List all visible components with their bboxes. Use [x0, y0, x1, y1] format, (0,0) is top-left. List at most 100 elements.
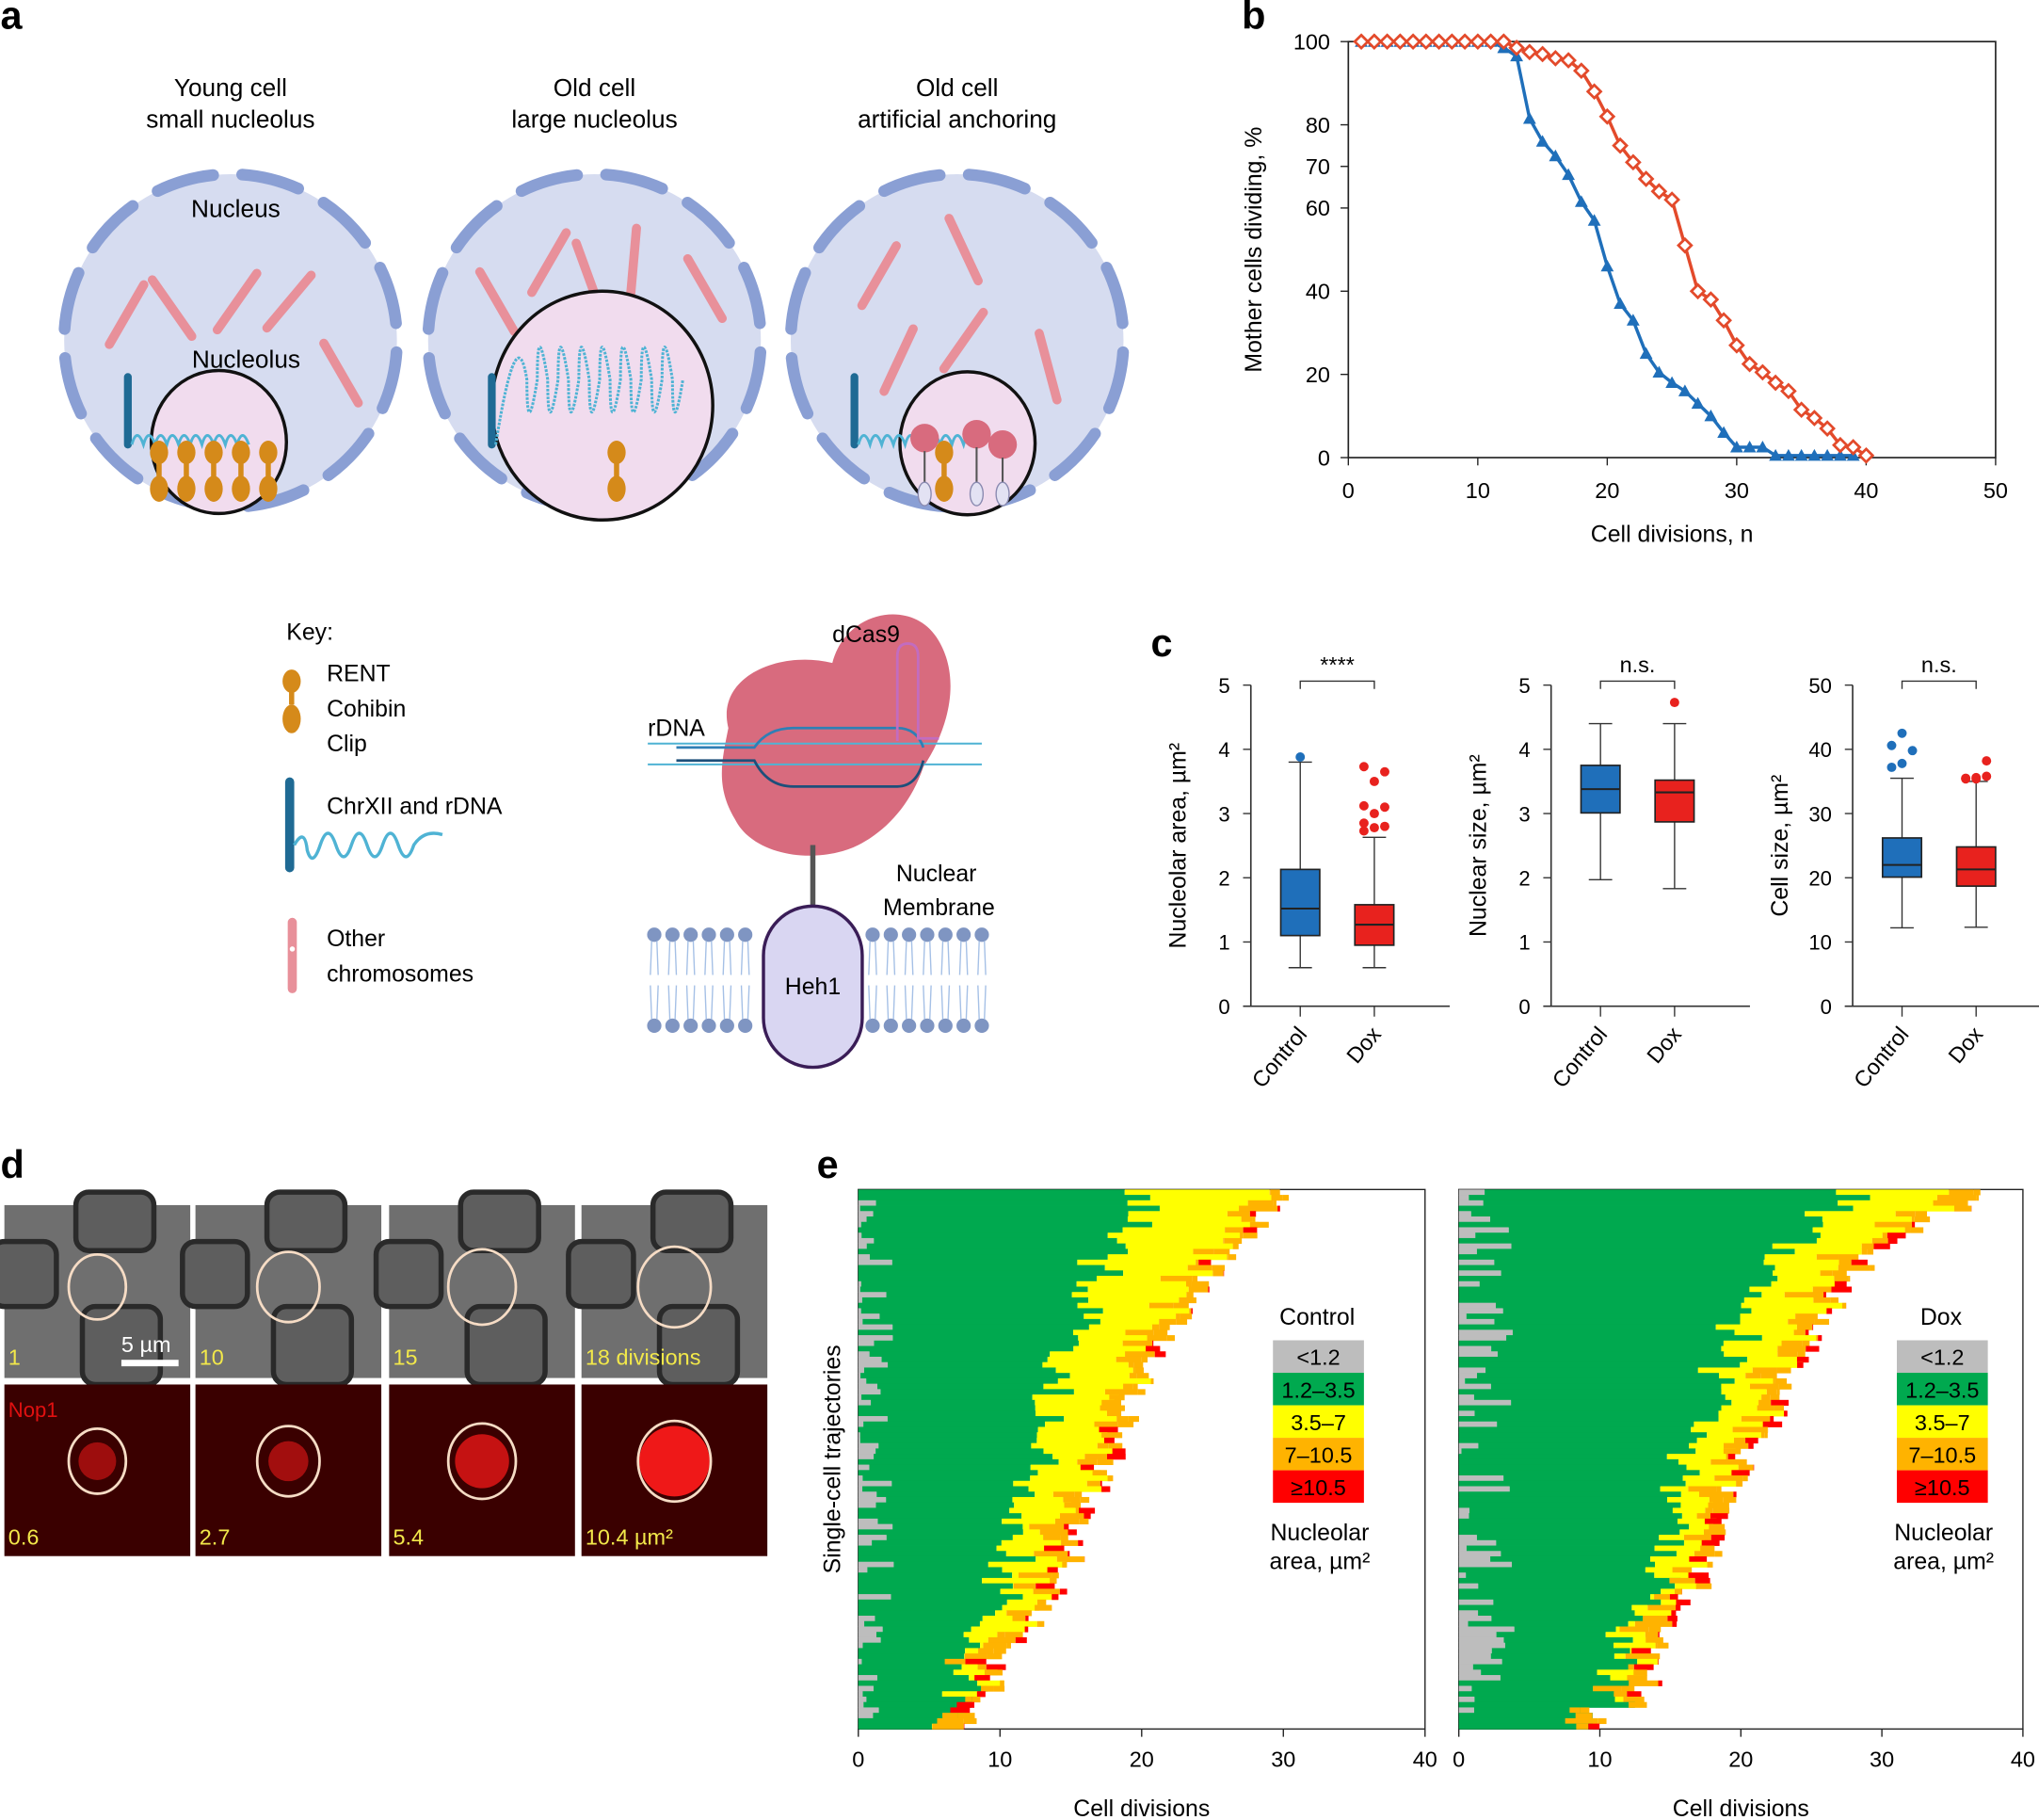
y-tick-label: 100	[1293, 29, 1330, 54]
cell-2-title-line2: large nucleolus	[511, 105, 677, 133]
plot-frame	[1347, 40, 1997, 459]
y-tick-label: 10	[1808, 931, 1832, 955]
trajectory-row	[1458, 1626, 1662, 1633]
envelope-segment	[738, 262, 766, 330]
heh1-protein	[762, 904, 864, 1070]
panel-a-schematic	[58, 169, 1130, 523]
outlier-point	[1897, 758, 1907, 768]
outlier-point	[1380, 766, 1389, 777]
y-tick-label: 3	[1518, 802, 1530, 826]
trajectory-row	[1458, 1216, 1931, 1223]
key-item-other-line2: chromosomes	[327, 961, 474, 987]
envelope-segment	[962, 169, 1031, 195]
trajectory-row	[858, 1335, 1175, 1342]
trajectory-row	[1458, 1297, 1838, 1304]
data-point	[1665, 376, 1679, 389]
legend-label: 7–10.5	[1908, 1442, 1976, 1467]
trajectory-row	[858, 1195, 1290, 1201]
outlier-point	[1897, 728, 1907, 738]
microscopy-panel: 1 0.6 10 2.7 15 5.4 18 divisions 10.4 µm² 5 µm No…	[0, 1189, 768, 1556]
trajectory-row	[858, 1561, 1068, 1568]
y-tick-label: 4	[1518, 738, 1530, 762]
panel-label-c: c	[1150, 621, 1172, 665]
trajectory-row	[858, 1248, 1230, 1255]
dcas9-blob	[987, 430, 1018, 459]
envelope-segment	[600, 169, 668, 195]
trajectory-row	[1458, 1555, 1708, 1563]
category-label: Control	[1548, 1023, 1613, 1093]
rent-tether	[150, 441, 169, 464]
trajectory-row	[1458, 1545, 1715, 1552]
rdna-label: rDNA	[648, 716, 705, 741]
data-point	[1574, 195, 1588, 207]
data-point	[1833, 448, 1847, 461]
trajectory-row	[858, 1254, 1237, 1261]
data-point	[1819, 420, 1836, 437]
outlier-point	[1369, 823, 1379, 833]
y-tick-label: 20	[1306, 362, 1330, 387]
trajectory-row	[1458, 1221, 1916, 1228]
x-axis-label: Cell divisions	[1673, 1796, 1809, 1820]
trajectory-row	[858, 1313, 1193, 1320]
legend-label: 1.2–3.5	[1905, 1377, 1979, 1402]
chromosome	[104, 280, 149, 349]
trajectory-row	[1458, 1416, 1774, 1423]
trajectory-row	[858, 1394, 1125, 1401]
data-point	[1456, 33, 1473, 51]
y-axis-label: Nucleolar area, µm²	[1166, 743, 1192, 949]
x-tick-label: 40	[1854, 478, 1878, 503]
y-tick-label: 0	[1518, 995, 1530, 1019]
data-point	[1857, 446, 1875, 464]
trajectory-row	[858, 1664, 1006, 1670]
division-count-label: 18 divisions	[586, 1345, 701, 1370]
nucleolar-area-label: 5.4	[393, 1524, 424, 1549]
chrxii	[488, 373, 496, 449]
chromosome	[944, 214, 983, 286]
x-tick-label: 0	[1342, 478, 1355, 503]
chromosome	[857, 241, 902, 311]
trajectory-row	[1458, 1664, 1654, 1670]
trajectory-row	[858, 1567, 1058, 1573]
trajectory-row	[1458, 1577, 1710, 1585]
legend-caption-line1: Nucleolar	[1894, 1521, 1993, 1546]
y-tick-label: 1	[1218, 931, 1229, 955]
trajectory-row	[1458, 1632, 1660, 1638]
envelope-segment	[89, 432, 144, 485]
trajectory-row	[1458, 1713, 1593, 1719]
box-plot-2: 0 1 2 3 4 5 Nuclear size, µm² n.s. Control Dox	[1467, 652, 1750, 1092]
trajectory-row	[858, 1669, 1003, 1676]
outlier-point	[1669, 698, 1679, 708]
trajectory-row	[858, 1259, 1212, 1265]
data-point	[1663, 191, 1680, 208]
cell-1-title-line1: Young cell	[174, 73, 287, 102]
data-point	[1598, 107, 1616, 125]
nucleolar-area-label: 10.4 µm²	[586, 1524, 673, 1549]
trajectory-row	[1458, 1513, 1728, 1520]
trajectory-row	[858, 1270, 1225, 1277]
trajectory-row	[1458, 1523, 1726, 1530]
data-point	[1572, 62, 1590, 79]
outlier-point	[1961, 773, 1971, 783]
x-tick-label: 30	[1870, 1747, 1894, 1771]
nucleolus-label: Nucleolus	[192, 346, 300, 374]
key-item-cohibin: Cohibin	[327, 697, 406, 722]
trajectory-row	[1458, 1335, 1822, 1342]
trajectory-row	[1458, 1351, 1806, 1358]
envelope-segment	[87, 200, 139, 254]
trajectory-row	[1458, 1200, 1968, 1206]
nucleus-cell-1	[58, 169, 403, 516]
trajectory-row	[858, 1701, 975, 1708]
trajectory-row	[1458, 1280, 1847, 1287]
trajectory-row	[858, 1216, 1256, 1223]
panel-label-e: e	[817, 1143, 839, 1186]
rent-tether	[232, 441, 250, 464]
trajectory-row	[1458, 1610, 1677, 1617]
data-point	[1391, 33, 1409, 51]
trajectory-row	[1458, 1551, 1723, 1557]
trajectory-row	[858, 1486, 1111, 1492]
y-tick-label: 40	[1306, 280, 1330, 304]
outlier-point	[1886, 762, 1897, 772]
rdna-strand	[494, 346, 684, 445]
iqr-box	[1881, 837, 1923, 878]
trajectory-row	[858, 1685, 1005, 1692]
